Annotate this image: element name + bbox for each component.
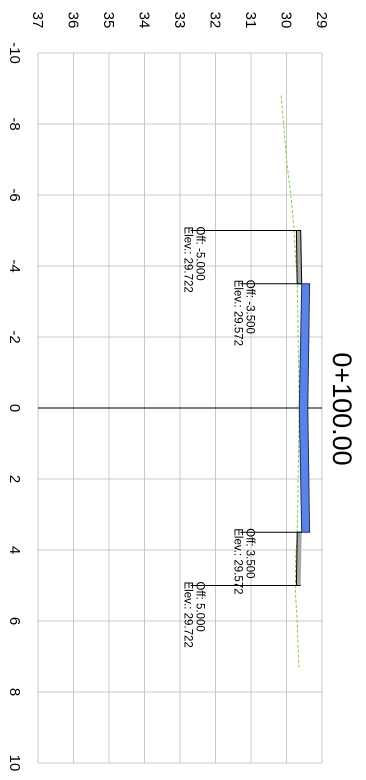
x-tick-label: 8 [6,688,23,696]
ground-line [280,95,300,668]
y-tick-label: 36 [65,12,82,29]
x-tick-labels: -10 -8 -6 -4 -2 0 2 4 6 8 10 [6,42,23,771]
y-tick-label: 33 [171,12,188,29]
x-tick-label: -2 [6,330,23,343]
x-tick-label: -4 [6,259,23,272]
y-tick-label: 29 [313,12,330,29]
annotation-offset: Off: 3.500 [243,528,255,578]
annotation-elevation: Elev.: 29.572 [231,528,243,594]
y-tick-label: 32 [207,12,224,29]
annotation-elevation: Elev.: 29.722 [182,227,194,293]
pavement-layer [298,283,311,533]
x-tick-label: -8 [6,117,23,130]
x-tick-label: -6 [6,188,23,201]
annotation-elevation: Elev.: 29.572 [231,280,243,346]
annotation-offset: Off: -5.000 [194,227,206,281]
x-tick-label: 10 [6,755,23,772]
y-tick-label: 34 [136,12,153,29]
y-tick-label: 31 [242,12,259,29]
x-tick-label: 0 [6,404,23,412]
y-tick-label: 35 [100,12,117,29]
y-tick-label: 37 [29,12,46,29]
x-tick-label: 6 [6,617,23,625]
annotation-elevation: Elev.: 29.722 [182,582,194,648]
x-tick-label: 2 [6,475,23,483]
x-tick-label: -10 [6,42,23,64]
annotation-offset: Off: 5.000 [194,582,206,632]
y-tick-label: 30 [278,12,295,29]
right-shoulder [295,531,302,586]
y-tick-labels: 29 30 31 32 33 34 35 36 37 [29,12,330,29]
series-layer [280,95,311,668]
left-shoulder [295,230,303,285]
chart-title: 0+100.00 [327,352,357,465]
annotation-offset: Off: -3.500 [243,280,255,334]
x-tick-label: 4 [6,546,23,554]
